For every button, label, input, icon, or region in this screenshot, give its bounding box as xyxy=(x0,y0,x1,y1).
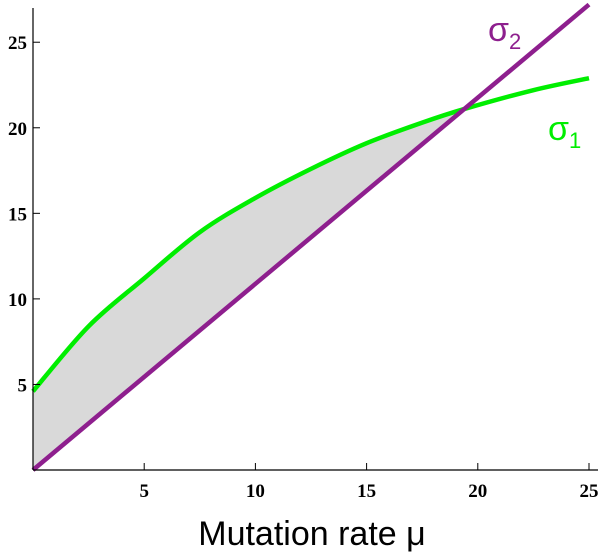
y-tick-label: 5 xyxy=(18,375,28,396)
series-line-2 xyxy=(31,2,591,472)
x-tick-label: 15 xyxy=(357,481,376,502)
x-tick-label: 5 xyxy=(139,481,149,502)
y-tick-label: 20 xyxy=(8,119,27,140)
x-tick-label: 25 xyxy=(580,481,599,502)
series-label-2: σ2 xyxy=(488,11,521,54)
x-tick-label: 20 xyxy=(468,481,487,502)
y-tick-label: 25 xyxy=(8,33,27,54)
x-tick-label: 10 xyxy=(246,481,265,502)
series-label-1: σ1 xyxy=(548,110,581,153)
y-tick-label: 10 xyxy=(8,290,27,311)
series-line-1 xyxy=(31,75,590,393)
x-axis-title: Mutation rate μ xyxy=(198,515,425,553)
y-tick-label: 15 xyxy=(8,204,27,225)
